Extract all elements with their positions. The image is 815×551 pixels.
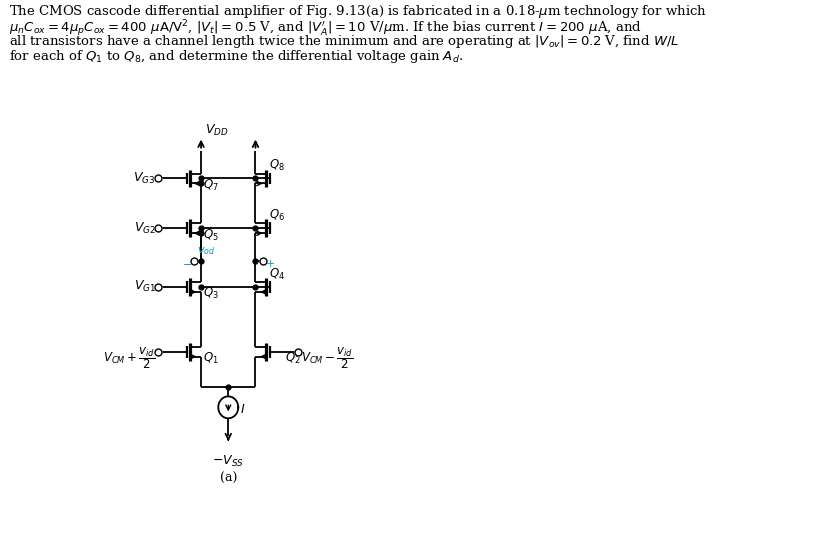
- Text: $Q_7$: $Q_7$: [203, 178, 218, 193]
- Text: $Q_2$: $Q_2$: [284, 351, 300, 366]
- Text: $V_{CM} + \dfrac{v_{id}}{2}$: $V_{CM} + \dfrac{v_{id}}{2}$: [104, 345, 156, 371]
- Text: $+$: $+$: [265, 257, 275, 268]
- Text: $-$: $-$: [182, 258, 192, 268]
- Text: $V_{G3}$: $V_{G3}$: [134, 171, 156, 186]
- Text: $V_{G2}$: $V_{G2}$: [134, 221, 156, 236]
- Text: $Q_3$: $Q_3$: [203, 287, 218, 301]
- Text: $v_{od}$: $v_{od}$: [197, 245, 216, 257]
- Text: $\mu_n C_{ox} = 4\mu_p C_{ox} = 400\ \mu\mathrm{A/V}^2$, $|V_t| = 0.5$ V, and $|: $\mu_n C_{ox} = 4\mu_p C_{ox} = 400\ \mu…: [9, 18, 641, 39]
- Text: $V_{CM} - \dfrac{v_{id}}{2}$: $V_{CM} - \dfrac{v_{id}}{2}$: [301, 345, 354, 371]
- Text: $I$: $I$: [240, 403, 245, 416]
- Text: $Q_1$: $Q_1$: [203, 351, 218, 366]
- Text: $-V_{SS}$: $-V_{SS}$: [213, 454, 244, 469]
- Text: The CMOS cascode differential amplifier of Fig. 9.13(a) is fabricated in a 0.18-: The CMOS cascode differential amplifier …: [9, 3, 707, 20]
- Text: all transistors have a channel length twice the minimum and are operating at $|V: all transistors have a channel length tw…: [9, 33, 679, 50]
- Text: $V_{DD}$: $V_{DD}$: [205, 123, 228, 138]
- Text: $V_{G1}$: $V_{G1}$: [134, 279, 156, 294]
- Text: $Q_5$: $Q_5$: [203, 228, 218, 243]
- Text: for each of $Q_1$ to $Q_8$, and determine the differential voltage gain $A_d$.: for each of $Q_1$ to $Q_8$, and determin…: [9, 48, 463, 65]
- Text: $Q_8$: $Q_8$: [269, 158, 285, 173]
- Text: $Q_4$: $Q_4$: [269, 267, 285, 282]
- Text: $Q_6$: $Q_6$: [269, 208, 285, 223]
- Text: (a): (a): [219, 472, 237, 485]
